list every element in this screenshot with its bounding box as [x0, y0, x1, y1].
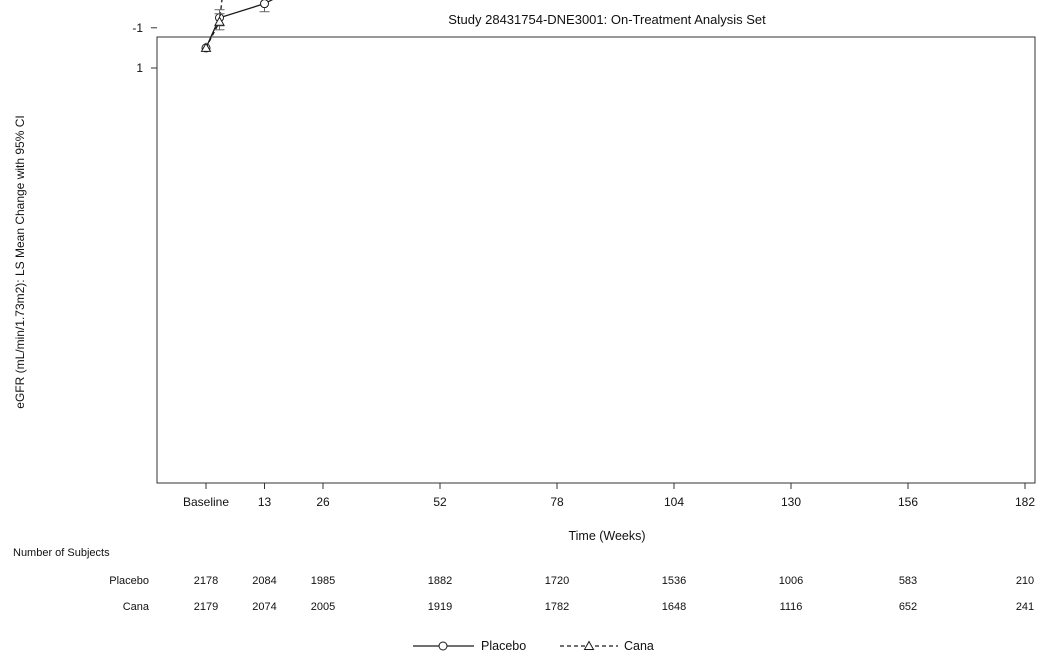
- x-tick-label: 26: [316, 495, 330, 509]
- cana-subject-count: 2005: [311, 601, 335, 613]
- placebo-subject-count: 1882: [428, 575, 452, 587]
- placebo-subject-count: 2084: [252, 575, 276, 587]
- placebo-series-line: [205, 0, 274, 49]
- cana-subject-count: 2074: [252, 601, 276, 613]
- cana-subject-count: 241: [1016, 601, 1034, 613]
- y-axis-label: eGFR (mL/min/1.73m2): LS Mean Change wit…: [13, 115, 27, 408]
- placebo-data-point: [260, 0, 269, 9]
- cana-data-point: [200, 42, 212, 52]
- cana-data-point: [214, 16, 225, 26]
- x-tick-label: 104: [664, 495, 684, 509]
- legend-cana-label: Cana: [624, 639, 654, 653]
- y-axis: 1-1-3-5-7-9-11-13-15-17-19: [132, 21, 157, 75]
- placebo-subject-count: 1536: [662, 575, 686, 587]
- subjects-table-header: Number of Subjects: [13, 547, 110, 559]
- subjects-counts: 2178 2084 1985 1882 1720 1536 1006 583 210 2179 20…: [194, 575, 1034, 613]
- chart-title: Study 28431754-DNE3001: On-Treatment Ana…: [448, 12, 766, 27]
- cana-subject-count: 1782: [545, 601, 569, 613]
- placebo-subject-count: 1720: [545, 575, 569, 587]
- subjects-row-label-placebo: Placebo: [109, 575, 149, 587]
- x-tick-label: Baseline: [183, 495, 229, 509]
- x-tick-label: 182: [1015, 495, 1035, 509]
- placebo-subject-count: 583: [899, 575, 917, 587]
- cana-subject-count: 652: [899, 601, 917, 613]
- subjects-row-label-cana: Cana: [123, 601, 150, 613]
- placebo-subject-count: 2178: [194, 575, 218, 587]
- x-tick-label: 156: [898, 495, 918, 509]
- cana-subject-count: 1919: [428, 601, 452, 613]
- placebo-subject-count: 210: [1016, 575, 1034, 587]
- legend-cana-triangle-marker: [583, 640, 595, 650]
- legend-placebo-label: Placebo: [481, 639, 526, 653]
- x-tick-label: 52: [433, 495, 447, 509]
- y-tick-label: 1: [136, 61, 143, 75]
- cana-subject-count: 1648: [662, 601, 686, 613]
- series-layer: [200, 0, 274, 53]
- cana-subject-count: 2179: [194, 601, 218, 613]
- x-tick-label: 13: [258, 495, 272, 509]
- x-tick-label: 78: [550, 495, 564, 509]
- cana-subject-count: 1116: [780, 601, 803, 613]
- x-axis-label: Time (Weeks): [568, 529, 645, 543]
- placebo-subject-count: 1006: [779, 575, 803, 587]
- placebo-subject-count: 1985: [311, 575, 335, 587]
- legend-placebo-circle-marker: [438, 641, 448, 651]
- x-axis: Baseline 13 26 52 78 104 130 156 182: [183, 483, 1035, 509]
- legend: Placebo Cana: [413, 639, 654, 653]
- plot-frame: [156, 36, 1036, 484]
- y-tick-label: -1: [132, 21, 143, 35]
- x-tick-label: 130: [781, 495, 801, 509]
